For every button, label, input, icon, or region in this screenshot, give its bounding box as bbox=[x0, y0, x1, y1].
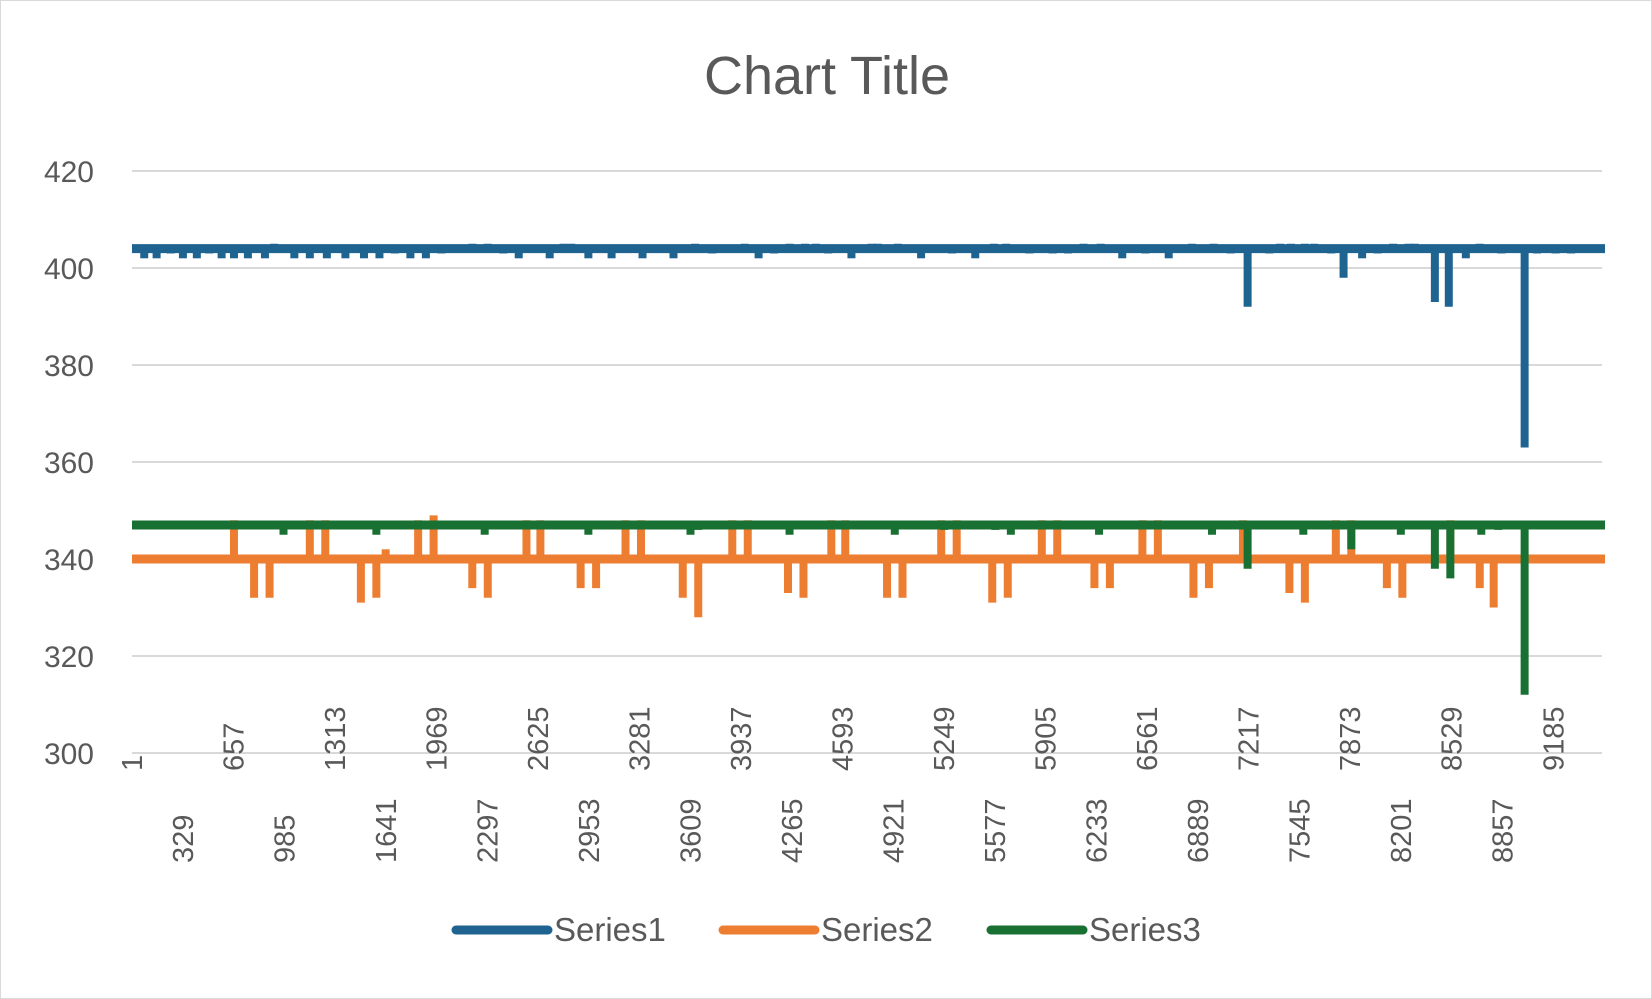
x-tick-label: 6233 bbox=[1081, 798, 1113, 863]
x-tick-label: 1 bbox=[117, 755, 149, 771]
legend-label: Series3 bbox=[1089, 911, 1201, 948]
x-tick-label: 985 bbox=[269, 815, 301, 863]
x-tick-label: 4265 bbox=[777, 798, 809, 863]
x-tick-label: 4921 bbox=[878, 798, 910, 863]
y-tick-label: 340 bbox=[44, 544, 94, 577]
y-tick-label: 400 bbox=[44, 253, 94, 286]
x-tick-label: 5249 bbox=[929, 706, 961, 771]
x-tick-label: 7873 bbox=[1335, 706, 1367, 771]
y-tick-label: 420 bbox=[44, 156, 94, 189]
x-tick-label: 2953 bbox=[574, 798, 606, 863]
x-tick-label: 5905 bbox=[1031, 706, 1063, 771]
y-axis-ticks: 300 320 340 360 380 400 420 bbox=[44, 156, 94, 771]
legend-label: Series1 bbox=[554, 911, 666, 948]
x-tick-label: 3937 bbox=[726, 706, 758, 771]
x-tick-label: 1969 bbox=[422, 706, 454, 771]
x-tick-label: 1313 bbox=[320, 706, 352, 771]
x-tick-label: 329 bbox=[168, 815, 200, 863]
x-tick-label: 7217 bbox=[1234, 706, 1266, 771]
x-tick-label: 4593 bbox=[828, 706, 860, 771]
legend-label: Series2 bbox=[821, 911, 933, 948]
x-tick-label: 8857 bbox=[1487, 798, 1519, 863]
x-tick-label: 7545 bbox=[1284, 798, 1316, 863]
x-tick-label: 2297 bbox=[472, 798, 504, 863]
legend: Series1 Series2 Series3 bbox=[451, 911, 1201, 948]
x-tick-label: 3281 bbox=[625, 706, 657, 771]
series-lines bbox=[132, 243, 1605, 695]
x-tick-label: 9185 bbox=[1538, 706, 1570, 771]
y-tick-label: 360 bbox=[44, 447, 94, 480]
chart-title: Chart Title bbox=[704, 46, 950, 106]
x-axis-ticks: 1 329 657 985 1313 1641 1969 2297 2625 2953 3281 36… bbox=[117, 706, 1570, 863]
y-tick-label: 320 bbox=[44, 641, 94, 674]
gridlines bbox=[132, 170, 1602, 754]
x-tick-label: 5577 bbox=[980, 798, 1012, 863]
x-tick-label: 6889 bbox=[1183, 798, 1215, 863]
x-tick-label: 1641 bbox=[371, 798, 403, 863]
x-tick-label: 6561 bbox=[1132, 706, 1164, 771]
y-tick-label: 300 bbox=[44, 738, 94, 771]
x-tick-label: 3609 bbox=[675, 798, 707, 863]
x-tick-label: 8201 bbox=[1386, 798, 1418, 863]
y-tick-label: 380 bbox=[44, 350, 94, 383]
x-tick-label: 657 bbox=[219, 723, 251, 771]
x-tick-label: 8529 bbox=[1437, 706, 1469, 771]
x-tick-label: 2625 bbox=[523, 706, 555, 771]
